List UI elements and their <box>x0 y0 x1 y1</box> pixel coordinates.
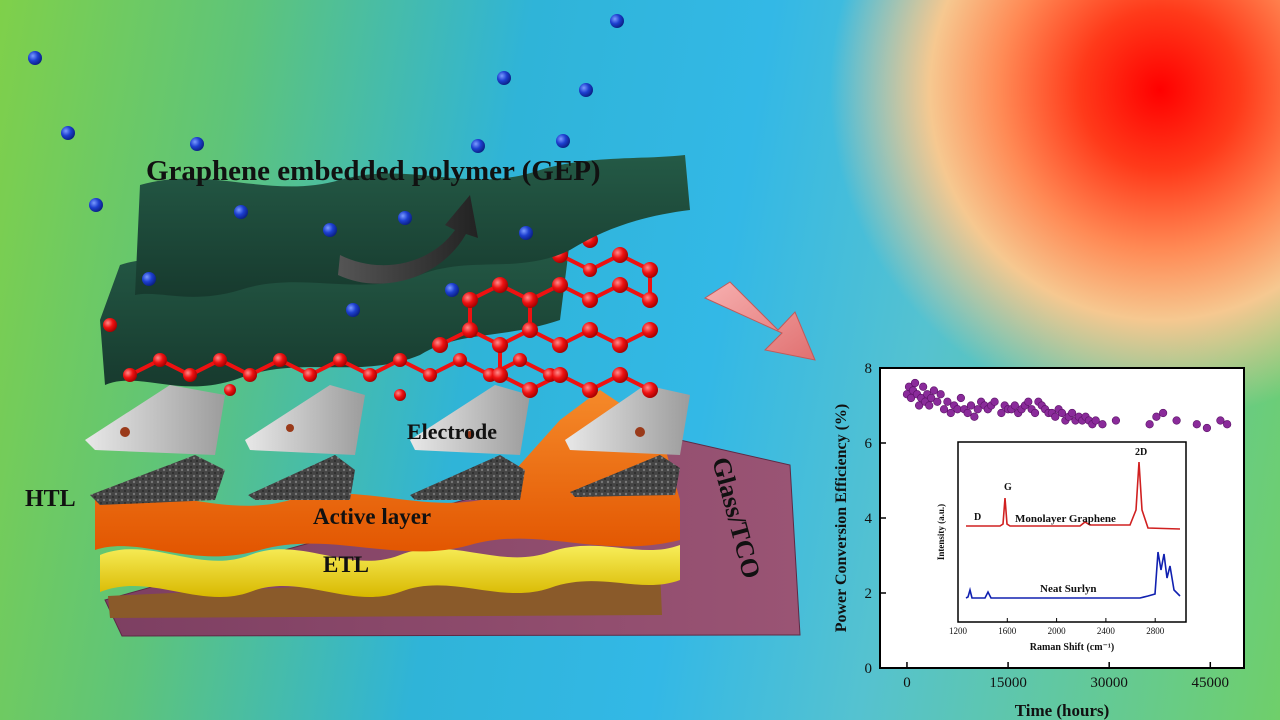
raman-x-tick-label: 2400 <box>1097 626 1116 636</box>
pce-axis-ticks: 0 15000 30000 45000 0 2 4 6 8 <box>865 361 1230 691</box>
pce-x-tick-label: 45000 <box>1192 675 1230 691</box>
raman-x-tick-label: 2000 <box>1048 626 1067 636</box>
pce-x-tick-label: 15000 <box>989 675 1027 691</box>
raman-x-axis-label: Raman Shift (cm⁻¹) <box>1030 642 1114 653</box>
peel-arrow <box>338 195 478 284</box>
electrode-layer <box>85 385 690 455</box>
pce-y-tick-label: 4 <box>865 511 873 527</box>
raman-x-tick-label: 1600 <box>998 626 1017 636</box>
pce-point <box>914 401 924 410</box>
pce-point <box>910 378 920 388</box>
particles <box>28 14 624 317</box>
htl-layer <box>90 455 680 505</box>
pce-point <box>1159 408 1168 418</box>
pce-x-axis-label: Time (hours) <box>1015 701 1110 720</box>
raman-g-peak: G <box>1004 482 1012 493</box>
pce-point <box>1172 416 1181 425</box>
pce-y-tick-label: 2 <box>865 586 873 602</box>
raman-inset <box>957 441 1187 623</box>
pce-point <box>956 393 965 403</box>
pce-point <box>973 405 982 414</box>
active-layer-label: Active layer <box>313 504 431 529</box>
pce-point <box>927 393 936 403</box>
pce-point <box>946 408 955 418</box>
pce-point <box>1202 423 1212 433</box>
pce-x-tick-label: 0 <box>903 675 911 691</box>
raman-series-surlyn: Neat Surlyn <box>1040 583 1097 595</box>
pce-points <box>902 378 1232 433</box>
raman-axis-ticks: 1200 1600 2000 2400 2800 <box>949 618 1165 636</box>
pce-point <box>997 408 1006 418</box>
pce-point <box>1057 408 1067 418</box>
pce-point <box>966 401 976 410</box>
pce-point <box>963 408 972 418</box>
pce-point <box>1010 401 1019 410</box>
pce-point <box>943 397 952 406</box>
raman-d-peak: D <box>974 512 981 523</box>
pce-point <box>1223 420 1232 429</box>
raman-y-axis-label: Intensity (a.u.) <box>936 504 946 560</box>
pce-y-axis-label: Power Conversion Efficiency (%) <box>833 404 850 633</box>
pce-point <box>1216 416 1225 425</box>
raman-graphene-line <box>966 461 1181 530</box>
raman-surlyn-line <box>965 551 1181 599</box>
pce-point <box>933 397 942 406</box>
pce-point <box>990 397 999 406</box>
pce-point <box>936 390 945 399</box>
pce-y-tick-label: 8 <box>865 361 873 377</box>
raman-x-tick-label: 2800 <box>1146 626 1165 636</box>
pce-y-tick-label: 0 <box>865 661 873 677</box>
gep-label: Graphene embedded polymer (GEP) <box>146 155 601 187</box>
gep-sheet-upper <box>135 155 690 297</box>
pce-point <box>1111 416 1121 425</box>
pce-x-tick-label: 30000 <box>1090 675 1128 691</box>
pce-point <box>1145 420 1154 429</box>
pce-point <box>929 386 939 395</box>
pce-point <box>939 405 949 414</box>
electrode-label: Electrode <box>407 419 497 444</box>
htl-label: HTL <box>25 486 76 512</box>
pce-point <box>1192 420 1201 429</box>
pce-point <box>1051 412 1060 421</box>
raman-series-graphene: Monolayer Graphene <box>1015 513 1116 525</box>
active-layer <box>95 390 680 557</box>
pce-point <box>1024 397 1033 406</box>
etl-layer <box>100 545 680 597</box>
pce-point <box>906 393 916 403</box>
pce-point <box>1098 420 1107 429</box>
pce-point <box>1068 408 1077 418</box>
pce-point <box>970 412 979 421</box>
raman-2d-peak: 2D <box>1135 447 1147 458</box>
pce-y-tick-label: 6 <box>865 436 873 452</box>
pce-point <box>1030 408 1040 418</box>
pce-point <box>919 382 928 391</box>
etl-label: ETL <box>323 552 369 577</box>
pointer-arrow <box>703 281 816 361</box>
pce-point <box>925 401 934 410</box>
raman-x-tick-label: 1200 <box>949 626 968 636</box>
pce-point <box>1152 412 1161 421</box>
pce-point <box>1091 416 1100 425</box>
